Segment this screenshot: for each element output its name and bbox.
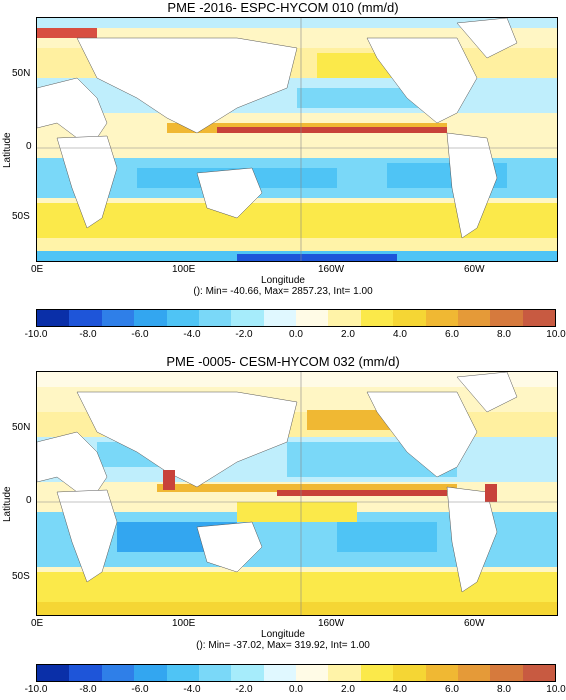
colorbar-swatch-6	[231, 665, 264, 681]
colorbar-tick-label: -10.0	[24, 329, 48, 340]
colorbar-swatch-14	[490, 665, 523, 681]
lon-tick-100e: 100E	[172, 618, 196, 629]
colorbar-swatch-12	[425, 310, 458, 326]
colorbar-swatch-12	[425, 665, 458, 681]
lon-tick-0e: 0E	[31, 618, 44, 629]
colorbar-swatch-10	[360, 310, 394, 326]
colorbar	[36, 664, 556, 682]
pme-map-bottom	[36, 371, 558, 616]
colorbar-tick-label: -2.0	[235, 684, 253, 695]
stats-line: (): Min= -37.02, Max= 319.92, Int= 1.00	[196, 640, 370, 651]
lon-tick-160w: 160W	[318, 264, 345, 275]
colorbar-swatch-13	[457, 665, 491, 681]
lat-tick-50s: 50S	[12, 571, 30, 582]
y-axis-label: Latitude	[2, 132, 13, 168]
colorbar-swatch-1	[69, 310, 102, 326]
colorbar-swatch-3	[134, 310, 167, 326]
colorbar-swatch-11	[393, 665, 426, 681]
colorbar-tick-label: 0.0	[289, 329, 303, 340]
colorbar-swatch-13	[457, 310, 491, 326]
y-axis-label: Latitude	[2, 486, 13, 522]
colorbar-swatch-0	[37, 310, 70, 326]
lat-tick-50s: 50S	[12, 211, 30, 222]
colorbar-tick-label: 4.0	[393, 684, 407, 695]
lon-tick-100e: 100E	[172, 264, 196, 275]
colorbar-ticks: -10.0 -8.0 -6.0 -4.0 -2.0 0.0 2.0 4.0 6.0 8.0 10.0	[25, 329, 566, 341]
colorbar-swatch-3	[134, 665, 167, 681]
colorbar-tick-label: -8.0	[79, 329, 97, 340]
colorbar-swatch-9	[328, 665, 361, 681]
colorbar-swatch-9	[328, 310, 361, 326]
colorbar-tick-label: 10.0	[546, 329, 566, 340]
colorbar-tick-label: 2.0	[341, 684, 355, 695]
colorbar-swatch-7	[263, 310, 296, 326]
colorbar-swatch-6	[231, 310, 264, 326]
colorbar-tick-label: -6.0	[131, 329, 149, 340]
colorbar-tick-label: -6.0	[131, 684, 149, 695]
pme-field-top	[37, 18, 557, 261]
map-title: PME -0005- CESM-HYCOM 032 (mm/d)	[166, 354, 400, 369]
colorbar-tick-label: 0.0	[289, 684, 303, 695]
colorbar-swatch-15	[522, 310, 555, 326]
lon-tick-60w: 60W	[464, 618, 485, 629]
colorbar-tick-label: -2.0	[235, 329, 253, 340]
lon-tick-0e: 0E	[31, 264, 44, 275]
colorbar-tick-label: 6.0	[445, 684, 459, 695]
colorbar-swatch-10	[360, 665, 394, 681]
colorbar-tick-label: -8.0	[79, 684, 97, 695]
colorbar-swatch-0	[37, 665, 70, 681]
colorbar-swatch-15	[522, 665, 555, 681]
colorbar-tick-label: 8.0	[497, 329, 511, 340]
colorbar-tick-label: 10.0	[546, 684, 566, 695]
colorbar-swatch-14	[490, 310, 523, 326]
colorbar-swatch-11	[393, 310, 426, 326]
colorbar-swatch-7	[263, 665, 296, 681]
x-axis-label: Longitude	[261, 275, 305, 286]
colorbar-tick-label: -10.0	[24, 684, 48, 695]
lon-tick-60w: 60W	[464, 264, 485, 275]
pme-map-top	[36, 17, 558, 262]
lon-tick-160w: 160W	[318, 618, 345, 629]
colorbar-ticks: -10.0 -8.0 -6.0 -4.0 -2.0 0.0 2.0 4.0 6.0 8.0 10.0	[25, 684, 566, 696]
pme-field-bottom	[37, 372, 557, 615]
colorbar-swatch-4	[166, 310, 199, 326]
colorbar-tick-label: 6.0	[445, 329, 459, 340]
colorbar-tick-label: -4.0	[183, 684, 201, 695]
lat-tick-50n: 50N	[12, 422, 31, 433]
x-axis-label: Longitude	[261, 629, 305, 640]
colorbar-swatch-2	[101, 665, 135, 681]
stats-line: (): Min= -40.66, Max= 2857.23, Int= 1.00	[193, 286, 373, 297]
colorbar-swatch-8	[296, 310, 329, 326]
colorbar-swatch-4	[166, 665, 199, 681]
colorbar-swatch-5	[198, 665, 232, 681]
colorbar-tick-label: -4.0	[183, 329, 201, 340]
colorbar-tick-label: 4.0	[393, 329, 407, 340]
colorbar-tick-label: 2.0	[341, 329, 355, 340]
colorbar-tick-label: 8.0	[497, 684, 511, 695]
colorbar-swatch-8	[296, 665, 329, 681]
lat-tick-0: 0	[26, 495, 32, 506]
lat-tick-50n: 50N	[12, 68, 31, 79]
colorbar	[36, 309, 556, 327]
lat-tick-0: 0	[26, 141, 32, 152]
colorbar-swatch-5	[198, 310, 232, 326]
map-title: PME -2016- ESPC-HYCOM 010 (mm/d)	[167, 0, 399, 15]
colorbar-swatch-1	[69, 665, 102, 681]
colorbar-swatch-2	[101, 310, 135, 326]
